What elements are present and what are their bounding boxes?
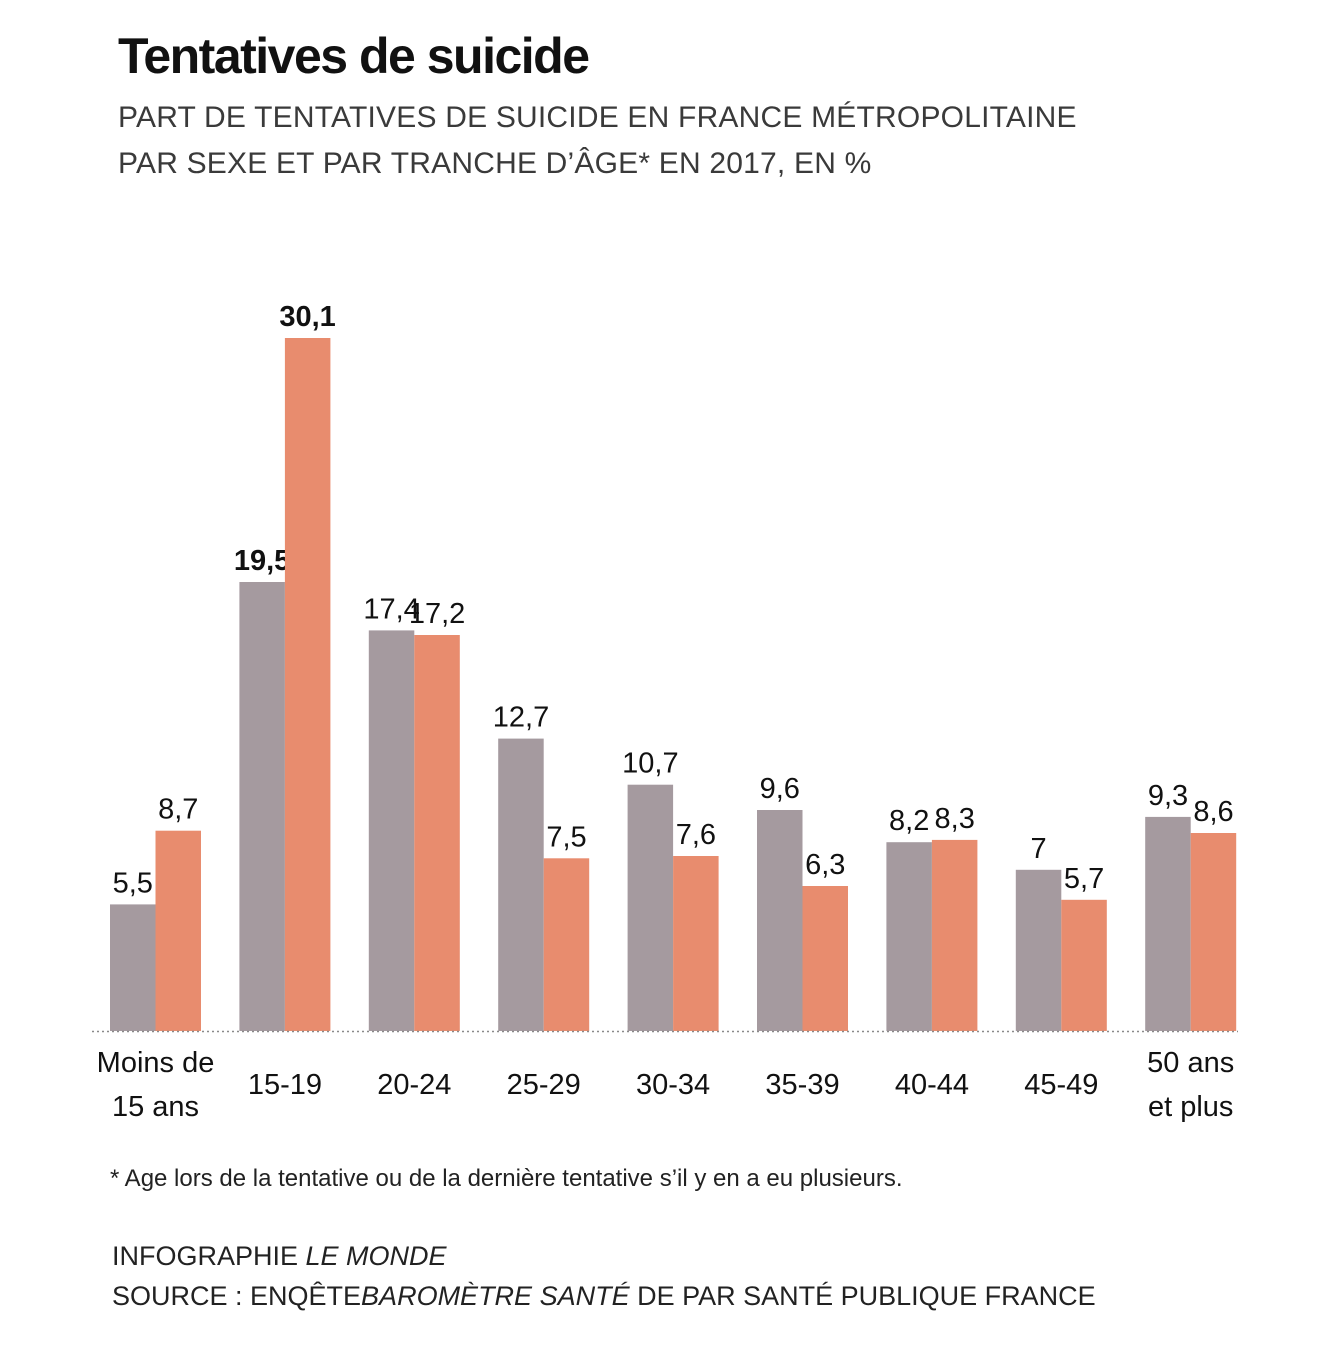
bar-grey-6: [886, 842, 932, 1031]
source-suffix: DE PAR SANTÉ PUBLIQUE FRANCE: [629, 1281, 1096, 1311]
data-label-grey-3: 12,7: [493, 702, 549, 734]
category-label-7: 45-49: [1024, 1069, 1098, 1101]
credit-name: LE MONDE: [305, 1241, 447, 1271]
category-label-0: Moins de: [97, 1047, 215, 1079]
chart-subtitle-line-1: PART DE TENTATIVES DE SUICIDE EN FRANCE …: [118, 101, 1077, 134]
source-name: BAROMÈTRE SANTÉ: [361, 1281, 630, 1311]
data-label-grey-6: 8,2: [889, 805, 929, 837]
category-label-2: 20-24: [377, 1069, 451, 1101]
data-label-grey-7: 7: [1031, 833, 1047, 865]
credit-line: INFOGRAPHIE LE MONDE: [112, 1238, 447, 1274]
bar-grey-1: [239, 582, 285, 1031]
bar-chart: 5,5 8,7 Moins de 15 ans 19,5 30,1 15-19 17,417,…: [92, 301, 1238, 1123]
chart-subtitle-line-2: PAR SEXE ET PAR TRANCHE D’ÂGE* EN 2017, …: [118, 147, 872, 180]
bar-orange-4: [673, 856, 719, 1031]
data-label-grey-8: 9,3: [1148, 780, 1188, 812]
data-label-orange-8: 8,6: [1193, 796, 1233, 828]
bar-grey-7: [1015, 869, 1062, 1031]
data-label-grey-4: 10,7: [622, 748, 678, 780]
chart-title: Tentatives de suicide: [118, 28, 590, 84]
bar-orange-5: [802, 886, 848, 1031]
data-label-orange-0: 8,7: [158, 794, 198, 826]
category-label-6: 40-44: [895, 1069, 969, 1101]
bar-grey-5: [757, 810, 803, 1031]
category-label-8: 50 ans: [1147, 1047, 1234, 1079]
data-label-orange-7: 5,7: [1064, 863, 1104, 895]
credit-prefix: INFOGRAPHIE: [112, 1241, 306, 1271]
bar-orange-3: [543, 858, 590, 1031]
bar-grey-4: [627, 784, 674, 1031]
bar-grey-8: [1145, 816, 1191, 1031]
bar-orange-8: [1190, 833, 1237, 1031]
data-label-orange-5: 6,3: [805, 849, 845, 881]
category-label-4: 30-34: [636, 1069, 710, 1101]
bar-orange-7: [1061, 899, 1107, 1031]
category-label-5: 35-39: [765, 1069, 839, 1101]
category-label-1: 15-19: [248, 1069, 322, 1101]
bar-orange-1: [284, 338, 331, 1031]
data-label-grey-1: 19,5: [234, 545, 290, 577]
data-label-orange-6: 8,3: [935, 803, 975, 835]
source-prefix: SOURCE : ENQÊTE: [112, 1281, 362, 1311]
category-label-0: 15 ans: [112, 1091, 199, 1123]
bar-orange-2: [414, 635, 460, 1031]
bar-orange-6: [931, 839, 978, 1031]
data-label-orange-2: 17,2: [409, 598, 465, 630]
bar-grey-0: [110, 904, 156, 1031]
data-label-grey-0: 5,5: [113, 867, 153, 899]
data-label-orange-1: 30,1: [279, 301, 335, 333]
footnote: * Age lors de la tentative ou de la dern…: [110, 1165, 903, 1192]
data-label-grey-2: 17,4: [363, 593, 419, 625]
data-label-orange-3: 7,5: [546, 821, 586, 853]
data-label-orange-4: 7,6: [676, 819, 716, 851]
bar-grey-2: [368, 630, 415, 1031]
bar-grey-3: [498, 738, 544, 1031]
category-label-3: 25-29: [507, 1069, 581, 1101]
bar-orange-0: [155, 830, 201, 1031]
category-label-8: et plus: [1148, 1091, 1233, 1123]
data-label-grey-5: 9,6: [760, 773, 800, 805]
source-line: SOURCE : ENQÊTEBAROMÈTRE SANTÉ DE PAR SA…: [112, 1278, 1096, 1314]
